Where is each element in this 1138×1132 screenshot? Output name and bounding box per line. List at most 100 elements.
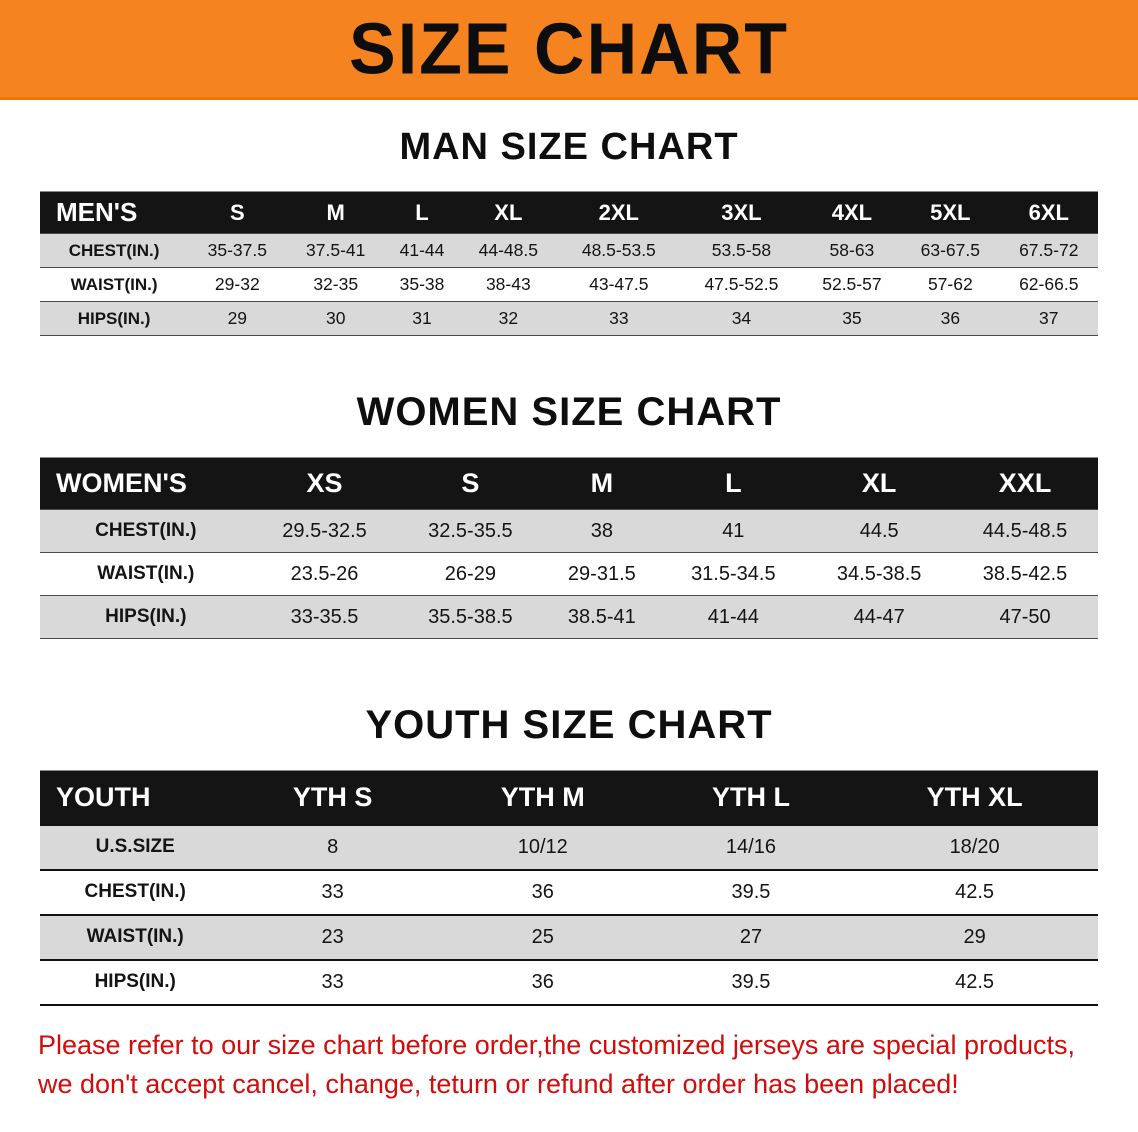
size-value-cell: 29.5-32.5: [251, 509, 398, 553]
size-value-cell: 53.5-58: [680, 233, 803, 268]
size-value-cell: 35.5-38.5: [397, 595, 544, 639]
size-value-cell: 41: [660, 509, 807, 553]
size-value-cell: 48.5-53.5: [557, 233, 681, 268]
table-row: HIPS(IN.) 29 30 31 32 33 34 35 36 37: [40, 301, 1098, 336]
row-label: HIPS(IN.): [40, 301, 189, 336]
size-value-cell: 30: [286, 301, 385, 336]
youth-size-table: YOUTH YTH S YTH M YTH L YTH XL U.S.SIZE 8 10/12…: [40, 770, 1098, 1006]
table-row: HIPS(IN.) 33 36 39.5 42.5: [40, 958, 1098, 1006]
table-title-cell: WOMEN'S: [40, 457, 252, 510]
size-column-header: 2XL: [557, 191, 681, 234]
row-label: WAIST(IN.): [40, 267, 189, 302]
size-value-cell: 63-67.5: [901, 233, 1000, 268]
size-value-cell: 27: [650, 913, 852, 961]
size-value-cell: 44-47: [806, 595, 953, 639]
size-column-header: XXL: [952, 457, 1098, 510]
size-value-cell: 39.5: [650, 958, 852, 1006]
banner-title: SIZE CHART: [349, 8, 789, 89]
size-value-cell: 29: [188, 301, 287, 336]
size-column-header: S: [188, 191, 287, 234]
table-row: CHEST(IN.) 33 36 39.5 42.5: [40, 868, 1098, 916]
size-value-cell: 33: [557, 301, 681, 336]
size-value-cell: 23: [230, 913, 435, 961]
size-value-cell: 44-48.5: [459, 233, 558, 268]
size-value-cell: 10/12: [434, 823, 651, 871]
table-header-row: MEN'S S M L XL 2XL 3XL 4XL 5XL 6XL: [40, 191, 1098, 234]
size-column-header: 4XL: [802, 191, 902, 234]
size-column-header: XS: [251, 457, 398, 510]
size-value-cell: 26-29: [397, 552, 544, 596]
size-column-header: YTH XL: [851, 770, 1098, 825]
size-value-cell: 33: [230, 868, 435, 916]
table-row: WAIST(IN.) 23 25 27 29: [40, 913, 1098, 961]
size-value-cell: 37: [999, 301, 1098, 336]
size-value-cell: 32.5-35.5: [397, 509, 544, 553]
size-value-cell: 62-66.5: [999, 267, 1098, 302]
womens-chart-heading: WOMEN SIZE CHART: [356, 390, 782, 434]
size-value-cell: 36: [901, 301, 1000, 336]
size-column-header: M: [286, 191, 385, 234]
size-value-cell: 42.5: [851, 958, 1098, 1006]
size-value-cell: 44.5: [806, 509, 953, 553]
size-value-cell: 38: [543, 509, 661, 553]
size-chart-banner: SIZE CHART: [0, 0, 1138, 100]
table-row: WAIST(IN.) 23.5-26 26-29 29-31.5 31.5-34.5 34…: [40, 552, 1098, 596]
size-value-cell: 35: [802, 301, 902, 336]
size-value-cell: 38.5-42.5: [952, 552, 1098, 596]
row-label: CHEST(IN.): [40, 509, 252, 553]
size-value-cell: 29: [851, 913, 1098, 961]
size-value-cell: 8: [230, 823, 435, 871]
table-header-row: YOUTH YTH S YTH M YTH L YTH XL: [40, 770, 1098, 825]
size-value-cell: 25: [434, 913, 651, 961]
size-column-header: YTH M: [434, 770, 651, 825]
row-label: U.S.SIZE: [40, 823, 231, 871]
size-value-cell: 35-37.5: [188, 233, 287, 268]
table-row: CHEST(IN.) 29.5-32.5 32.5-35.5 38 41 44.5 44.5…: [40, 509, 1098, 553]
size-value-cell: 32-35: [286, 267, 385, 302]
table-title-cell: MEN'S: [40, 191, 189, 234]
size-value-cell: 31: [384, 301, 460, 336]
size-column-header: 3XL: [680, 191, 803, 234]
size-value-cell: 57-62: [901, 267, 1000, 302]
size-value-cell: 18/20: [851, 823, 1098, 871]
size-column-header: YTH S: [230, 770, 435, 825]
size-value-cell: 34: [680, 301, 803, 336]
size-value-cell: 38.5-41: [543, 595, 661, 639]
row-label: WAIST(IN.): [40, 552, 252, 596]
youth-chart-heading: YOUTH SIZE CHART: [365, 703, 773, 747]
size-value-cell: 43-47.5: [557, 267, 681, 302]
size-value-cell: 39.5: [650, 868, 852, 916]
size-column-header: 5XL: [901, 191, 1000, 234]
size-value-cell: 36: [434, 958, 651, 1006]
size-value-cell: 33: [230, 958, 435, 1006]
size-value-cell: 58-63: [802, 233, 902, 268]
size-value-cell: 29-31.5: [543, 552, 661, 596]
size-value-cell: 32: [459, 301, 558, 336]
table-row: U.S.SIZE 8 10/12 14/16 18/20: [40, 823, 1098, 871]
size-value-cell: 42.5: [851, 868, 1098, 916]
size-column-header: XL: [806, 457, 953, 510]
row-label: HIPS(IN.): [40, 595, 252, 639]
disclaimer: Please refer to our size chart before or…: [38, 1026, 1138, 1104]
mens-size-table: MEN'S S M L XL 2XL 3XL 4XL 5XL 6XL CHEST(IN.) 35-37…: [40, 191, 1098, 336]
size-value-cell: 36: [434, 868, 651, 916]
size-column-header: M: [543, 457, 661, 510]
size-column-header: XL: [459, 191, 558, 234]
table-title-cell: YOUTH: [40, 770, 231, 825]
size-value-cell: 47.5-52.5: [680, 267, 803, 302]
size-value-cell: 37.5-41: [286, 233, 385, 268]
size-column-header: S: [397, 457, 544, 510]
size-value-cell: 41-44: [384, 233, 460, 268]
size-value-cell: 33-35.5: [251, 595, 398, 639]
size-column-header: L: [660, 457, 807, 510]
size-column-header: L: [384, 191, 460, 234]
row-label: HIPS(IN.): [40, 958, 231, 1006]
table-header-row: WOMEN'S XS S M L XL XXL: [40, 457, 1098, 510]
table-row: CHEST(IN.) 35-37.5 37.5-41 41-44 44-48.5 48.5…: [40, 233, 1098, 268]
table-row: WAIST(IN.) 29-32 32-35 35-38 38-43 43-47.5 47.…: [40, 267, 1098, 302]
size-value-cell: 34.5-38.5: [806, 552, 953, 596]
size-value-cell: 23.5-26: [251, 552, 398, 596]
disclaimer-line: we don't accept cancel, change, teturn o…: [38, 1068, 959, 1099]
size-value-cell: 29-32: [188, 267, 287, 302]
